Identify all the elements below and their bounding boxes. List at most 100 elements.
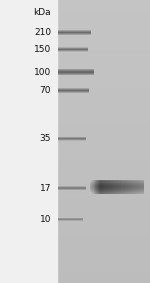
Bar	[124, 181, 125, 182]
Bar	[131, 191, 132, 192]
Bar	[142, 189, 143, 190]
Bar	[118, 189, 119, 190]
Bar	[127, 192, 128, 193]
Bar	[111, 184, 112, 185]
Bar	[126, 184, 127, 185]
Bar	[104, 190, 105, 191]
Bar	[122, 192, 123, 193]
Bar	[108, 188, 109, 189]
Bar	[142, 190, 143, 191]
Bar	[97, 190, 98, 191]
Bar	[119, 192, 120, 193]
Bar	[131, 180, 132, 181]
Bar	[114, 190, 115, 191]
Bar	[124, 190, 125, 191]
Bar	[113, 188, 114, 189]
Bar	[95, 184, 96, 185]
Bar	[103, 187, 104, 188]
Bar	[128, 184, 129, 185]
Bar	[141, 187, 142, 188]
Bar	[134, 187, 135, 188]
Bar	[131, 187, 132, 188]
Bar	[93, 186, 94, 187]
Bar	[108, 190, 109, 191]
Bar	[123, 180, 124, 181]
Bar	[106, 190, 107, 191]
Bar	[104, 187, 105, 188]
Bar	[94, 188, 95, 189]
Bar	[101, 182, 102, 183]
Bar	[121, 193, 122, 194]
Bar	[104, 183, 105, 184]
Bar	[90, 185, 91, 186]
Bar	[106, 183, 107, 184]
Bar	[94, 181, 95, 182]
Bar	[96, 180, 97, 181]
Bar	[138, 187, 139, 188]
Bar	[123, 184, 124, 185]
Bar	[100, 188, 101, 189]
Bar	[107, 185, 108, 186]
Bar	[133, 182, 134, 183]
Bar	[98, 190, 99, 191]
Bar	[95, 187, 96, 188]
Bar	[90, 189, 91, 190]
Bar	[138, 190, 139, 191]
Bar	[128, 190, 129, 191]
Bar	[113, 190, 114, 191]
Bar	[99, 187, 100, 188]
Bar	[113, 182, 114, 183]
Bar	[108, 189, 109, 190]
Bar	[133, 183, 134, 184]
Bar	[106, 188, 107, 189]
Bar	[134, 185, 135, 186]
Bar	[104, 180, 105, 181]
Bar	[113, 186, 114, 187]
Bar	[138, 188, 139, 189]
Bar	[111, 180, 112, 181]
Bar	[110, 181, 111, 182]
Bar	[143, 180, 144, 181]
Bar	[98, 191, 99, 192]
Bar	[111, 182, 112, 183]
Bar	[102, 184, 103, 185]
Bar	[135, 191, 136, 192]
Bar	[102, 187, 103, 188]
Bar	[139, 181, 140, 182]
Bar	[130, 187, 131, 188]
Bar	[138, 180, 139, 181]
Bar	[139, 190, 140, 191]
Bar	[102, 181, 103, 182]
Bar	[112, 180, 113, 181]
Bar	[92, 185, 93, 186]
Bar	[92, 192, 93, 193]
Bar	[101, 186, 102, 187]
Bar	[97, 191, 98, 192]
Bar	[120, 181, 121, 182]
Bar	[131, 188, 132, 189]
Bar	[119, 186, 120, 187]
Bar	[117, 187, 118, 188]
Bar	[125, 187, 126, 188]
Bar	[105, 189, 106, 190]
Bar	[135, 187, 136, 188]
Bar	[95, 181, 96, 182]
Bar	[132, 187, 133, 188]
Bar	[116, 182, 117, 183]
Bar	[134, 188, 135, 189]
Bar	[119, 193, 120, 194]
Bar	[91, 190, 92, 191]
Bar	[119, 181, 120, 182]
Bar	[119, 182, 120, 183]
Bar	[141, 191, 142, 192]
Bar	[103, 181, 104, 182]
Bar	[106, 187, 107, 188]
Bar	[108, 183, 109, 184]
Bar	[114, 186, 115, 187]
Bar	[108, 193, 109, 194]
Bar	[119, 187, 120, 188]
Bar	[99, 193, 100, 194]
Bar	[112, 184, 113, 185]
Bar	[125, 192, 126, 193]
Bar	[117, 190, 118, 191]
